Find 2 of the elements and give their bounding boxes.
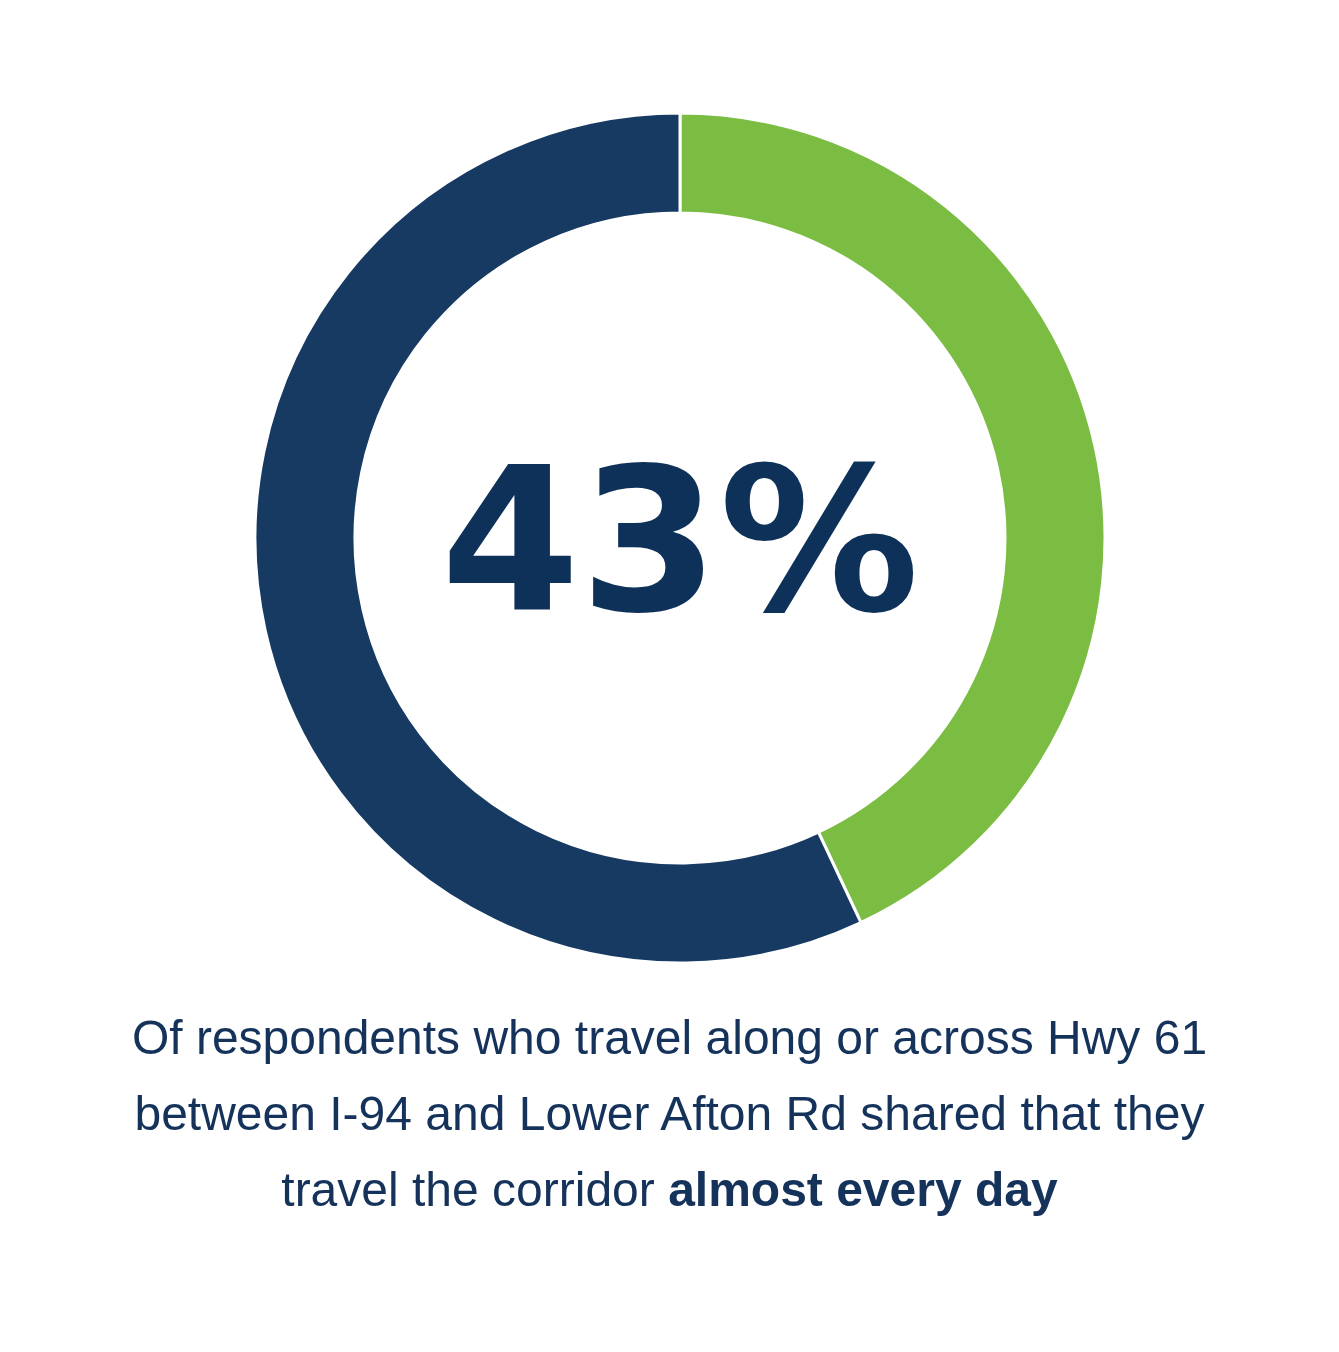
text: almost every day xyxy=(668,1163,1058,1216)
text: 43% xyxy=(440,424,920,657)
